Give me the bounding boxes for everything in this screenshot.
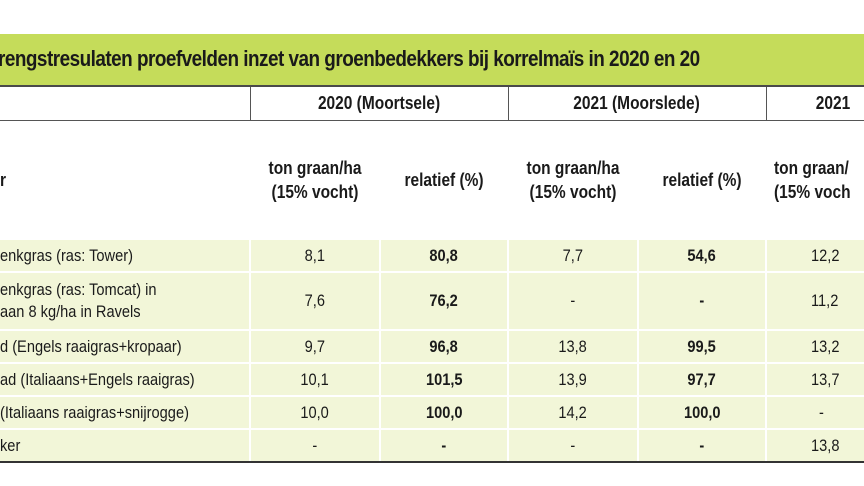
cell-relative-2020: 100,0 xyxy=(379,395,508,429)
unit-header-relative-2020: relatief (%) xyxy=(380,120,508,239)
unit-header-label: r xyxy=(0,120,250,239)
year-header-2021-moorslede: 2021 (Moorslede) xyxy=(507,87,766,121)
row-label: enkgras (ras: Tomcat) in aan 8 kg/ha in R… xyxy=(0,271,250,330)
cell-relative-2021m: 97,7 xyxy=(637,362,766,396)
year-header-empty xyxy=(0,87,250,121)
unit-header-yield-2020: ton graan/ha (15% vocht) xyxy=(250,120,380,239)
cell-yield-2021m: 13,9 xyxy=(507,362,638,396)
cell-yield-2021x: 11,2 xyxy=(765,271,864,330)
cell-relative-2021m: 99,5 xyxy=(637,329,766,363)
cell-yield-2020: 7,6 xyxy=(249,271,380,330)
table-title-band: rengstresulaten proefvelden inzet van gr… xyxy=(0,34,864,87)
year-header-2021-third: 2021 xyxy=(765,87,864,121)
table-row: enkgras (ras: Tower) 8,1 80,8 7,7 54,6 1… xyxy=(0,238,864,272)
cell-relative-2021m: - xyxy=(637,271,766,330)
cell-yield-2021x: - xyxy=(765,395,864,429)
row-label: enkgras (ras: Tower) xyxy=(0,238,250,272)
cell-relative-2020: 80,8 xyxy=(379,238,508,272)
cell-relative-2020: 101,5 xyxy=(379,362,508,396)
cell-relative-2020: - xyxy=(379,428,508,463)
table-row: d (Engels raaigras+kropaar) 9,7 96,8 13,… xyxy=(0,329,864,363)
unit-header-yield-2021m: ton graan/ha (15% vocht) xyxy=(508,120,638,239)
cell-yield-2021m: 13,8 xyxy=(507,329,638,363)
cell-yield-2021x: 13,8 xyxy=(765,428,864,463)
row-label: ker xyxy=(0,428,250,463)
cell-yield-2020: - xyxy=(249,428,380,463)
unit-header-row: r ton graan/ha (15% vocht) relatief (%) t… xyxy=(0,120,864,239)
results-table: 2020 (Moortsele) 2021 (Moorslede) 2021 r… xyxy=(0,87,864,463)
table-row: enkgras (ras: Tomcat) in aan 8 kg/ha in R… xyxy=(0,271,864,330)
table-row: ad (Italiaans+Engels raaigras) 10,1 101,… xyxy=(0,362,864,396)
cell-yield-2021m: 14,2 xyxy=(507,395,638,429)
cell-yield-2021m: - xyxy=(507,271,638,330)
year-header-row: 2020 (Moortsele) 2021 (Moorslede) 2021 xyxy=(0,87,864,121)
cell-yield-2021x: 12,2 xyxy=(765,238,864,272)
table-row: (Italiaans raaigras+snijrogge) 10,0 100,… xyxy=(0,395,864,429)
row-label: d (Engels raaigras+kropaar) xyxy=(0,329,250,363)
cell-yield-2020: 8,1 xyxy=(249,238,380,272)
cell-yield-2021m: 7,7 xyxy=(507,238,638,272)
cell-yield-2020: 10,0 xyxy=(249,395,380,429)
cell-relative-2020: 96,8 xyxy=(379,329,508,363)
cell-relative-2021m: 54,6 xyxy=(637,238,766,272)
cell-relative-2021m: - xyxy=(637,428,766,463)
cell-relative-2020: 76,2 xyxy=(379,271,508,330)
cell-yield-2020: 10,1 xyxy=(249,362,380,396)
table-title: rengstresulaten proefvelden inzet van gr… xyxy=(0,46,700,71)
row-label: ad (Italiaans+Engels raaigras) xyxy=(0,362,250,396)
unit-header-relative-2021m: relatief (%) xyxy=(638,120,766,239)
cell-yield-2021x: 13,2 xyxy=(765,329,864,363)
table-row: ker - - - - 13,8 xyxy=(0,428,864,463)
cell-yield-2021m: - xyxy=(507,428,638,463)
year-header-2020-moortsele: 2020 (Moortsele) xyxy=(249,87,508,121)
cell-relative-2021m: 100,0 xyxy=(637,395,766,429)
cell-yield-2021x: 13,7 xyxy=(765,362,864,396)
cell-yield-2020: 9,7 xyxy=(249,329,380,363)
unit-header-yield-2021x: ton graan/(15% voch xyxy=(766,120,864,239)
row-label: (Italiaans raaigras+snijrogge) xyxy=(0,395,250,429)
